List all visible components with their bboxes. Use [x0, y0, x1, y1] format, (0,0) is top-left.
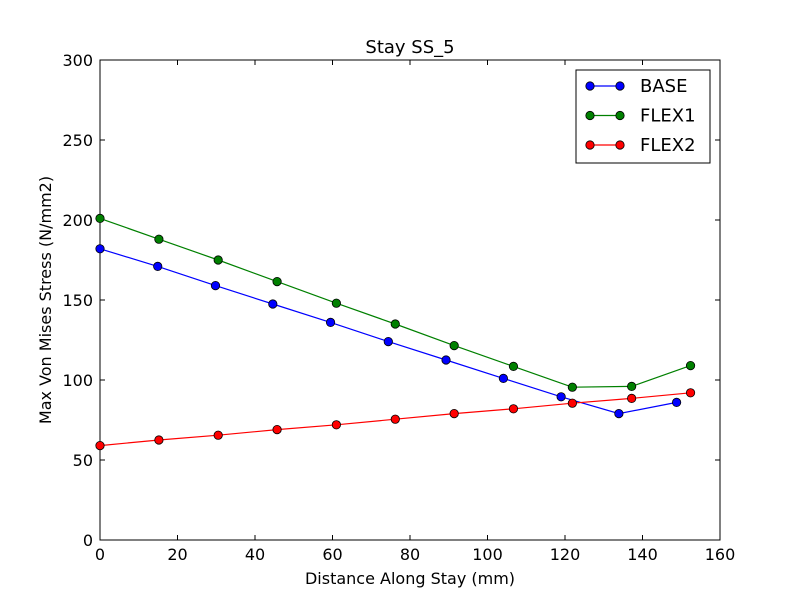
- data-point: [325, 317, 336, 327]
- data-point: [331, 420, 341, 430]
- x-tick-label: 60: [322, 545, 342, 564]
- data-point: [567, 382, 577, 392]
- legend-label: FLEX2: [640, 135, 696, 156]
- data-point: [383, 336, 393, 347]
- chart-title: Stay SS_5: [365, 37, 454, 58]
- series-line: [99, 217, 691, 388]
- data-point: [154, 435, 164, 445]
- legend-entry: BASE: [585, 76, 687, 97]
- data-point: [449, 408, 459, 419]
- x-tick-label: 0: [95, 545, 105, 564]
- y-tick-label: 200: [62, 211, 93, 230]
- data-point: [331, 298, 341, 308]
- legend-label: FLEX1: [640, 106, 696, 127]
- data-point: [272, 424, 282, 435]
- data-point: [671, 397, 682, 407]
- y-tick-label: 0: [83, 531, 93, 550]
- data-point: [685, 360, 696, 371]
- x-tick-label: 100: [472, 545, 503, 564]
- data-point: [449, 340, 459, 351]
- legend-marker: [585, 81, 595, 91]
- data-point: [95, 440, 105, 451]
- x-tick-label: 140: [627, 545, 658, 564]
- data-point: [627, 381, 637, 391]
- x-tick-label: 80: [400, 545, 420, 564]
- legend-marker: [585, 140, 595, 150]
- data-point: [153, 261, 163, 271]
- y-tick-label: 100: [62, 371, 93, 390]
- series-flex1: [95, 213, 696, 392]
- data-point: [268, 299, 278, 309]
- legend-marker: [615, 140, 625, 150]
- data-point: [272, 276, 282, 287]
- x-tick-label: 120: [550, 545, 581, 564]
- x-tick-label: 40: [245, 545, 265, 564]
- data-point: [95, 244, 105, 254]
- y-tick-label: 300: [62, 51, 93, 70]
- legend-label: BASE: [640, 76, 687, 97]
- y-tick-label: 150: [62, 291, 93, 310]
- x-tick-label: 20: [167, 545, 187, 564]
- x-tick-label: 160: [705, 545, 736, 564]
- data-point: [614, 408, 624, 419]
- legend-marker: [615, 110, 625, 121]
- data-point: [390, 319, 400, 329]
- data-point: [213, 430, 223, 440]
- data-point: [154, 234, 164, 244]
- series-layer: [95, 213, 696, 451]
- x-axis-label: Distance Along Stay (mm): [305, 569, 515, 588]
- legend-entry: FLEX2: [585, 135, 696, 156]
- data-point: [210, 280, 221, 291]
- data-point: [390, 414, 400, 424]
- y-axis-label: Max Von Mises Stress (N/mm2): [36, 176, 55, 424]
- data-point: [95, 213, 105, 223]
- series-base: [95, 244, 682, 419]
- data-point: [213, 255, 223, 265]
- data-point: [441, 355, 451, 365]
- ticks: 0 20 40 60 80 100 120 140 160 0 50 100 150 200 250 300: [62, 51, 735, 564]
- legend-entry: FLEX1: [585, 106, 696, 127]
- data-point: [556, 392, 566, 402]
- series-flex2: [95, 388, 696, 451]
- y-tick-label: 50: [73, 451, 93, 470]
- series-line: [99, 248, 677, 415]
- legend-marker: [585, 110, 595, 121]
- data-point: [567, 398, 577, 408]
- data-point: [508, 361, 519, 371]
- data-point: [508, 404, 519, 414]
- legend-marker: [615, 81, 625, 91]
- legend: BASE FLEX1 FLEX2: [575, 69, 711, 164]
- data-point: [627, 393, 637, 403]
- data-point: [685, 388, 696, 398]
- data-point: [498, 373, 508, 383]
- y-tick-label: 250: [62, 131, 93, 150]
